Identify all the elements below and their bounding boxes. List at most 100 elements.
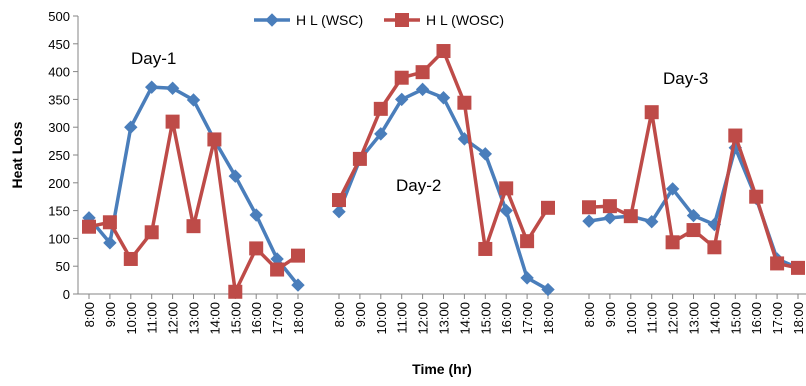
data-point (123, 251, 138, 266)
x-tick-label: 14:00 (207, 302, 222, 335)
data-point (707, 240, 722, 255)
x-tick-label: 9:00 (603, 302, 618, 327)
data-point (520, 271, 534, 285)
data-point (791, 260, 805, 275)
data-point (644, 215, 659, 229)
x-tick-label: 12:00 (166, 302, 181, 335)
data-point (207, 132, 222, 147)
data-point (499, 181, 514, 196)
series-line (337, 49, 550, 251)
data-point (249, 208, 263, 222)
x-tick-label: 16:00 (249, 302, 264, 335)
data-point (228, 284, 243, 299)
series-line (587, 146, 800, 270)
data-point (436, 91, 451, 105)
data-point (686, 223, 701, 238)
data-point (415, 82, 430, 97)
data-point (520, 234, 535, 249)
data-point (332, 205, 346, 219)
x-tick-label: 13:00 (187, 302, 202, 335)
legend-label: H L (WSC) (296, 12, 363, 28)
data-point (602, 199, 617, 214)
x-tick-label: 8:00 (332, 302, 347, 327)
y-tick-label: 200 (48, 176, 70, 191)
data-point (582, 214, 596, 228)
data-point (102, 215, 117, 230)
day-annotation: Day-3 (663, 69, 708, 88)
series-line (87, 119, 300, 294)
data-point (165, 114, 180, 129)
legend-marker (265, 13, 279, 27)
y-tick-label: 450 (48, 37, 70, 52)
data-point (665, 182, 680, 196)
legend-marker (395, 13, 409, 27)
y-tick-label: 50 (56, 259, 70, 274)
legend-label: H L (WOSC) (426, 12, 504, 28)
series-wosc (82, 44, 805, 299)
data-point (144, 225, 159, 240)
data-point (82, 219, 96, 234)
y-tick-label: 0 (63, 287, 70, 302)
x-tick-label: 16:00 (499, 302, 514, 335)
data-point (270, 262, 285, 277)
legend-item: H L (WSC) (254, 12, 363, 28)
data-point (478, 147, 493, 161)
data-point (394, 92, 409, 107)
x-tick-label: 18:00 (291, 302, 306, 335)
data-point (249, 241, 264, 256)
x-tick-label: 18:00 (541, 302, 556, 335)
data-point (291, 248, 305, 263)
x-tick-label: 11:00 (145, 302, 160, 334)
axes-layer (73, 15, 806, 299)
y-tick-label: 400 (48, 65, 70, 80)
data-point (291, 278, 305, 292)
x-tick-label: 11:00 (645, 302, 660, 334)
series-line (87, 85, 300, 287)
x-tick-label: 9:00 (103, 302, 118, 327)
data-point (686, 208, 701, 223)
y-axis-title: Heat Loss (9, 121, 25, 188)
x-tick-label: 18:00 (791, 302, 806, 335)
x-tick-label: 10:00 (374, 302, 389, 335)
x-tick-label: 8:00 (82, 302, 97, 327)
data-point (228, 169, 243, 183)
data-point (603, 211, 617, 225)
series-layer (82, 44, 805, 299)
x-tick-label: 16:00 (749, 302, 764, 335)
data-point (623, 209, 638, 224)
day-annotation: Day-2 (396, 176, 441, 195)
y-tick-label: 300 (48, 120, 70, 135)
day-annotation: Day-1 (131, 49, 176, 68)
y-tick-label: 100 (48, 231, 70, 246)
data-point (124, 120, 138, 134)
data-point (770, 256, 785, 271)
data-point (373, 101, 388, 116)
x-tick-label: 9:00 (353, 302, 368, 327)
data-point (499, 203, 513, 218)
series-wsc (82, 80, 805, 297)
x-tick-label: 8:00 (582, 302, 597, 327)
x-tick-label: 11:00 (395, 302, 410, 334)
x-tick-label: 17:00 (270, 302, 285, 335)
x-tick-label: 10:00 (124, 302, 139, 335)
y-tick-label: 500 (48, 9, 70, 24)
y-tick-label: 350 (48, 92, 70, 107)
x-tick-label: 13:00 (687, 302, 702, 335)
data-point (332, 193, 346, 208)
data-point (186, 219, 201, 234)
data-point (582, 200, 596, 215)
data-point (541, 282, 555, 297)
data-point (374, 127, 388, 141)
x-tick-label: 14:00 (707, 302, 722, 335)
x-tick-label: 13:00 (437, 302, 452, 335)
x-tick-label: 12:00 (416, 302, 431, 335)
data-point (749, 189, 764, 204)
data-point (665, 235, 680, 250)
data-point (644, 105, 659, 120)
x-tick-label: 17:00 (770, 302, 785, 335)
x-tick-label: 15:00 (728, 302, 743, 335)
data-point (436, 44, 451, 59)
data-point (144, 80, 159, 94)
